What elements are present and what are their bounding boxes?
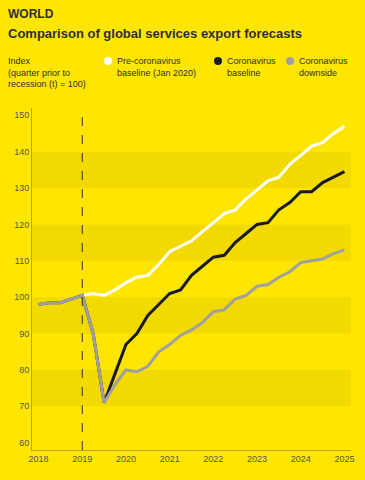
svg-text:110: 110 — [15, 256, 29, 266]
svg-text:2018: 2018 — [29, 454, 49, 464]
svg-text:2023: 2023 — [247, 454, 267, 464]
svg-text:WORLD: WORLD — [8, 7, 54, 21]
svg-text:60: 60 — [19, 438, 29, 448]
svg-text:Index(quarter prior torecessio: Index(quarter prior torecession (t) = 10… — [8, 56, 86, 89]
svg-text:2025: 2025 — [334, 454, 354, 464]
svg-text:150: 150 — [14, 110, 29, 120]
svg-text:Comparison of global services: Comparison of global services export for… — [8, 26, 302, 41]
svg-text:2024: 2024 — [291, 454, 311, 464]
svg-text:2020: 2020 — [116, 454, 136, 464]
svg-text:2019: 2019 — [72, 454, 92, 464]
svg-text:140: 140 — [14, 147, 29, 157]
svg-text:120: 120 — [14, 220, 29, 230]
svg-text:70: 70 — [19, 401, 29, 411]
svg-text:Coronavirusdownside: Coronavirusdownside — [299, 56, 348, 78]
svg-text:2021: 2021 — [160, 454, 180, 464]
svg-text:2022: 2022 — [203, 454, 223, 464]
svg-text:90: 90 — [19, 329, 29, 339]
svg-text:100: 100 — [14, 292, 29, 302]
svg-text:Pre-coronavirusbaseline (Jan 2: Pre-coronavirusbaseline (Jan 2020) — [117, 56, 196, 78]
svg-text:130: 130 — [14, 183, 29, 193]
svg-text:80: 80 — [19, 365, 29, 375]
svg-text:Coronavirusbaseline: Coronavirusbaseline — [227, 56, 276, 78]
